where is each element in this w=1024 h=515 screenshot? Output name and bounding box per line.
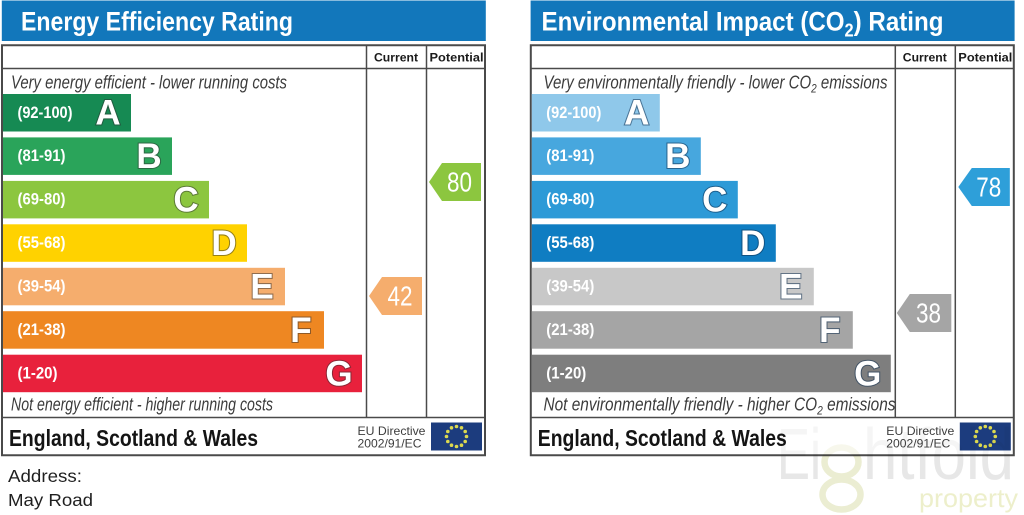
svg-text:May Road: May Road xyxy=(8,490,93,510)
svg-text:E: E xyxy=(250,268,273,307)
svg-text:(81-91): (81-91) xyxy=(546,146,594,165)
svg-text:Very energy efficient - lower: Very energy efficient - lower running co… xyxy=(11,73,287,93)
svg-text:England, Scotland & Wales: England, Scotland & Wales xyxy=(9,425,258,451)
svg-text:(92-100): (92-100) xyxy=(546,103,601,122)
svg-text:D: D xyxy=(740,224,765,263)
svg-text:Ei: Ei xyxy=(777,415,821,495)
svg-text:Current: Current xyxy=(903,53,947,65)
svg-text:G: G xyxy=(854,354,881,393)
svg-text:(81-91): (81-91) xyxy=(18,146,66,165)
svg-text:38: 38 xyxy=(916,298,941,329)
svg-text:Current: Current xyxy=(374,53,418,65)
svg-text:2002/91/EC: 2002/91/EC xyxy=(358,437,422,451)
svg-text:(55-68): (55-68) xyxy=(546,233,594,252)
svg-text:Very environmentally friendly: Very environmentally friendly - lower CO… xyxy=(544,73,888,96)
svg-text:F: F xyxy=(819,311,840,350)
svg-text:EU Directive: EU Directive xyxy=(358,424,426,438)
svg-text:E: E xyxy=(779,268,802,307)
svg-text:B: B xyxy=(136,137,161,176)
svg-text:(1-20): (1-20) xyxy=(18,364,58,383)
svg-text:(1-20): (1-20) xyxy=(546,364,586,383)
svg-text:Not energy efficient - higher: Not energy efficient - higher running co… xyxy=(11,395,273,415)
svg-text:Energy Efficiency Rating: Energy Efficiency Rating xyxy=(21,7,293,37)
svg-text:(69-80): (69-80) xyxy=(18,190,66,209)
svg-text:G: G xyxy=(325,354,352,393)
svg-text:C: C xyxy=(702,181,727,220)
svg-text:(55-68): (55-68) xyxy=(18,233,66,252)
svg-text:property: property xyxy=(919,483,1018,513)
svg-text:Environmental Impact (CO2) Rat: Environmental Impact (CO2) Rating xyxy=(542,7,944,41)
svg-text:(39-54): (39-54) xyxy=(546,277,594,296)
svg-text:Not environmentally friendly -: Not environmentally friendly - higher CO… xyxy=(544,395,896,418)
svg-text:(92-100): (92-100) xyxy=(18,103,73,122)
svg-text:England, Scotland & Wales: England, Scotland & Wales xyxy=(538,425,787,451)
svg-text:(21-38): (21-38) xyxy=(546,320,594,339)
svg-text:Potential: Potential xyxy=(958,53,1012,65)
svg-text:Potential: Potential xyxy=(430,53,484,65)
svg-text:78: 78 xyxy=(976,172,1001,203)
svg-text:A: A xyxy=(624,94,649,133)
svg-text:A: A xyxy=(95,94,120,133)
svg-text:(69-80): (69-80) xyxy=(546,190,594,209)
svg-text:Address:: Address: xyxy=(8,466,82,486)
svg-text:(39-54): (39-54) xyxy=(18,277,66,296)
svg-text:B: B xyxy=(665,137,690,176)
svg-text:C: C xyxy=(173,181,198,220)
svg-text:EU Directive: EU Directive xyxy=(886,424,954,438)
svg-text:D: D xyxy=(211,224,236,263)
svg-text:F: F xyxy=(290,311,311,350)
svg-text:(21-38): (21-38) xyxy=(18,320,66,339)
svg-text:80: 80 xyxy=(447,167,472,198)
svg-text:htfold: htfold xyxy=(863,415,1014,495)
svg-text:2002/91/EC: 2002/91/EC xyxy=(886,437,950,451)
svg-text:42: 42 xyxy=(388,281,413,312)
